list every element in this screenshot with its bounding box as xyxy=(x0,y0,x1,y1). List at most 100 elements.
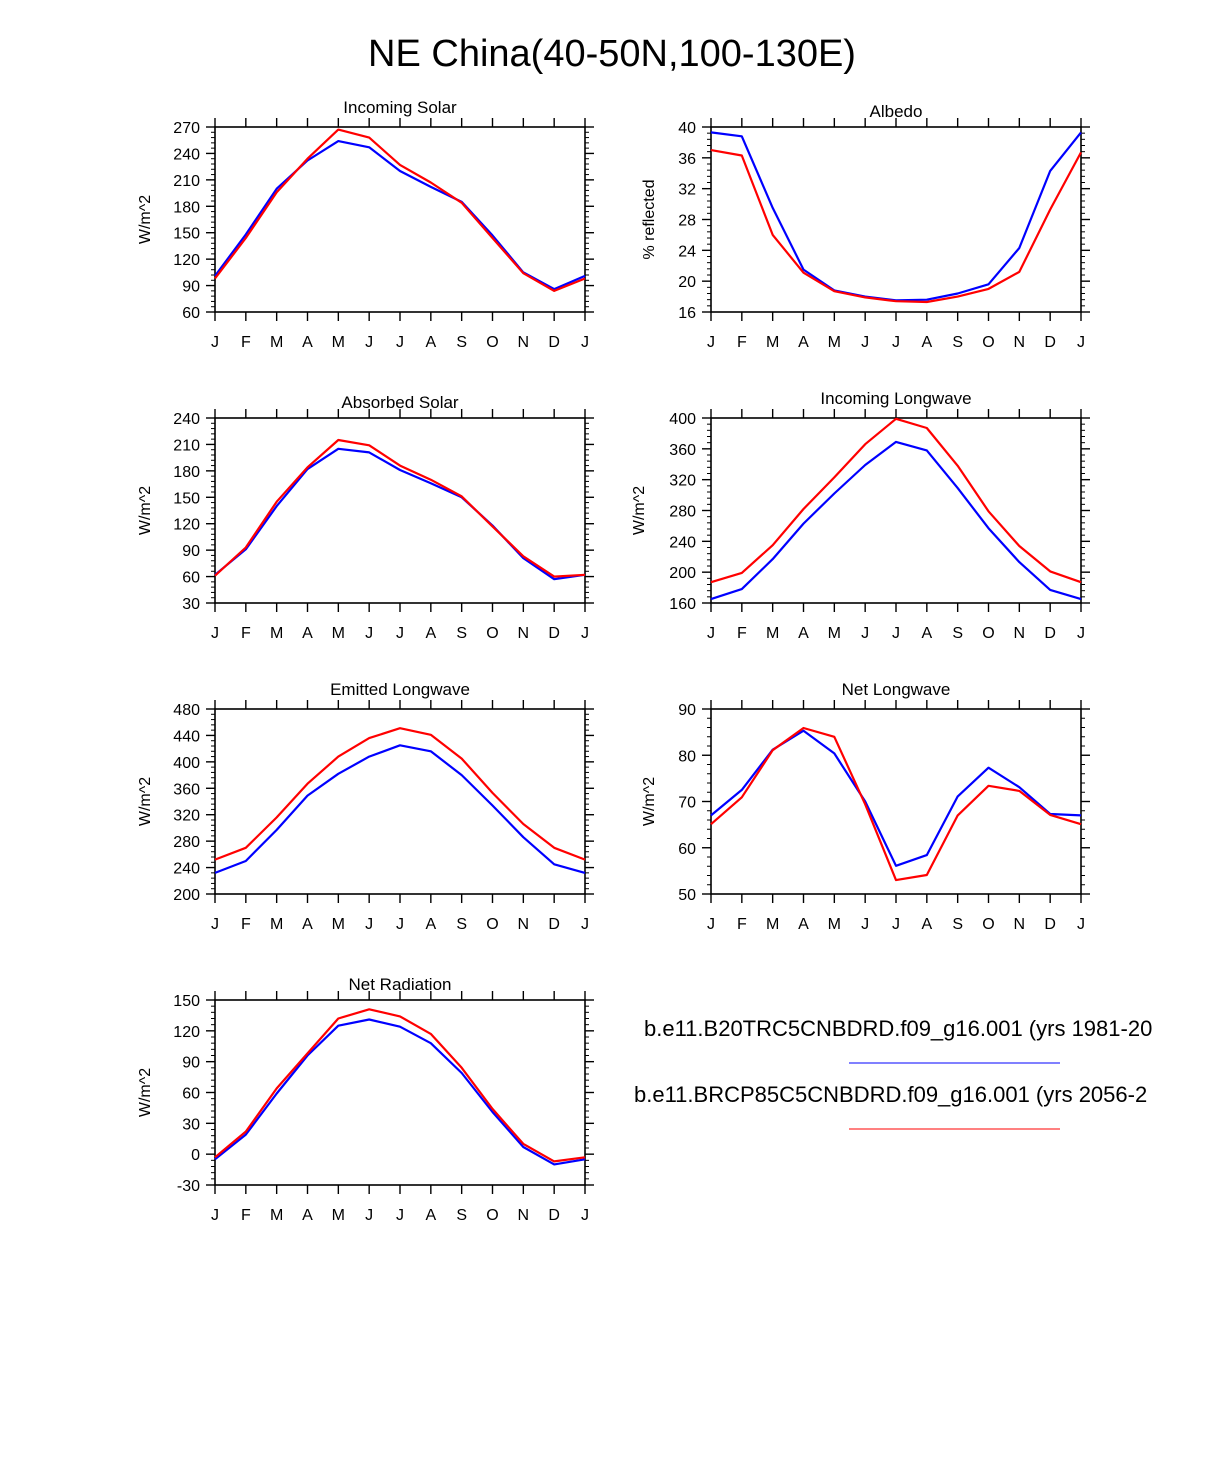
panel-title-incoming-solar: Incoming Solar xyxy=(343,98,457,117)
x-tick-label: D xyxy=(1044,334,1056,351)
x-tick-label: N xyxy=(1014,916,1026,933)
x-tick-label: A xyxy=(921,625,932,642)
y-tick-label: 360 xyxy=(173,781,200,798)
y-tick-label: 80 xyxy=(678,748,696,765)
x-tick-label: M xyxy=(766,625,779,642)
y-tick-label: 210 xyxy=(173,437,200,454)
y-tick-label: 60 xyxy=(182,305,200,322)
panel-title-net-radiation: Net Radiation xyxy=(348,975,451,994)
x-tick-label: J xyxy=(396,334,404,351)
x-tick-label: A xyxy=(302,334,313,351)
y-tick-label: 150 xyxy=(173,490,200,507)
series-line-1-emitted-longwave xyxy=(214,744,586,874)
x-tick-label: J xyxy=(707,916,715,933)
x-tick-label: N xyxy=(518,1207,530,1224)
x-tick-label: O xyxy=(486,1207,498,1224)
panel-incoming-longwave: Incoming Longwave W/m^2 J F M A M J J A S O N D J 160 20… xyxy=(631,389,1090,642)
series-line-1-net-longwave xyxy=(710,729,1082,867)
plot-frame xyxy=(710,417,1082,604)
y-tick-label: 150 xyxy=(173,993,200,1010)
series-line-2-net-longwave xyxy=(710,726,1082,882)
y-tick-label: 240 xyxy=(173,861,200,878)
x-tick-label: A xyxy=(798,916,809,933)
y-tick-label: 20 xyxy=(678,274,696,291)
x-tick-label: J xyxy=(581,334,589,351)
y-tick-label: 240 xyxy=(669,534,696,551)
y-tick-label: 24 xyxy=(678,243,696,260)
panel-absorbed-solar: Absorbed Solar W/m^2 J F M A M J J A S O N D J 30 60 90 12… xyxy=(137,393,594,642)
panel-albedo: Albedo % reflected J F M A M J J A S O N D J 16 20 24 28 32… xyxy=(641,102,1090,351)
y-tick-label: 16 xyxy=(678,305,696,322)
y-tick-label: 120 xyxy=(173,1024,200,1041)
x-tick-label: F xyxy=(737,916,747,933)
y-tick-label: 0 xyxy=(191,1147,200,1164)
x-tick-label: A xyxy=(798,334,809,351)
x-tick-label: O xyxy=(486,334,498,351)
x-tick-label: O xyxy=(982,916,994,933)
y-tick-label: 60 xyxy=(182,570,200,587)
x-tick-label: J xyxy=(581,1207,589,1224)
y-tick-label: 240 xyxy=(173,146,200,163)
x-tick-label: J xyxy=(861,916,869,933)
x-tick-label: F xyxy=(241,334,251,351)
x-tick-label: S xyxy=(952,625,963,642)
x-tick-label: J xyxy=(211,625,219,642)
y-tick-label: 320 xyxy=(669,473,696,490)
x-tick-label: J xyxy=(1077,916,1085,933)
x-tick-label: J xyxy=(396,1207,404,1224)
x-tick-label: F xyxy=(241,1207,251,1224)
panel-emitted-longwave: Emitted Longwave W/m^2 J F M A M J J A S O N D J 200 240… xyxy=(137,680,594,933)
y-axis-label: % reflected xyxy=(641,179,658,259)
x-tick-label: A xyxy=(425,916,436,933)
y-tick-label: 400 xyxy=(669,411,696,428)
y-tick-label: 200 xyxy=(173,887,200,904)
x-tick-label: D xyxy=(548,916,560,933)
x-tick-label: M xyxy=(828,625,841,642)
x-tick-label: O xyxy=(982,334,994,351)
y-tick-label: 280 xyxy=(173,834,200,851)
y-tick-label: 120 xyxy=(173,252,200,269)
panel-incoming-solar: Incoming Solar W/m^2 J F M A M J J A S O N D J 60 90 120 1… xyxy=(137,98,594,351)
y-tick-label: 90 xyxy=(182,1055,200,1072)
y-tick-label: 60 xyxy=(678,841,696,858)
x-tick-label: M xyxy=(828,916,841,933)
x-tick-label: M xyxy=(332,916,345,933)
figure-title: NE China(40-50N,100-130E) xyxy=(368,33,856,75)
series-line-1-incoming-longwave xyxy=(710,440,1082,601)
x-tick-label: J xyxy=(211,916,219,933)
y-tick-label: 70 xyxy=(678,795,696,812)
x-tick-label: A xyxy=(425,1207,436,1224)
y-axis-label: W/m^2 xyxy=(641,777,658,826)
x-tick-label: S xyxy=(456,916,467,933)
x-tick-label: F xyxy=(737,625,747,642)
y-tick-label: 30 xyxy=(182,1116,200,1133)
x-tick-label: S xyxy=(952,916,963,933)
y-tick-label: 320 xyxy=(173,808,200,825)
y-tick-label: 150 xyxy=(173,226,200,243)
x-tick-label: O xyxy=(486,916,498,933)
y-tick-label: 210 xyxy=(173,173,200,190)
legend: b.e11.B20TRC5CNBDRD.f09_g16.001 (yrs 198… xyxy=(634,1016,1152,1130)
panel-net-radiation: Net Radiation W/m^2 J F M A M J J A S O N D J -30 0 30 60 9… xyxy=(137,975,594,1224)
x-tick-label: D xyxy=(1044,625,1056,642)
x-tick-label: A xyxy=(798,625,809,642)
x-tick-label: A xyxy=(302,625,313,642)
x-tick-label: O xyxy=(982,625,994,642)
panels-group: Incoming Solar W/m^2 J F M A M J J A S O N D J 60 90 120 1… xyxy=(137,98,1090,1224)
y-tick-label: 30 xyxy=(182,596,200,613)
y-tick-label: 36 xyxy=(678,151,696,168)
series-line-2-net-radiation xyxy=(214,1008,586,1163)
x-tick-label: A xyxy=(302,916,313,933)
x-tick-label: N xyxy=(518,916,530,933)
x-tick-label: F xyxy=(737,334,747,351)
x-tick-label: O xyxy=(486,625,498,642)
x-tick-label: A xyxy=(425,625,436,642)
x-tick-label: A xyxy=(921,916,932,933)
x-tick-label: J xyxy=(861,334,869,351)
series-line-2-incoming-solar xyxy=(214,128,586,292)
x-tick-label: J xyxy=(211,334,219,351)
x-tick-label: S xyxy=(952,334,963,351)
y-tick-label: 90 xyxy=(182,543,200,560)
x-tick-label: J xyxy=(581,625,589,642)
